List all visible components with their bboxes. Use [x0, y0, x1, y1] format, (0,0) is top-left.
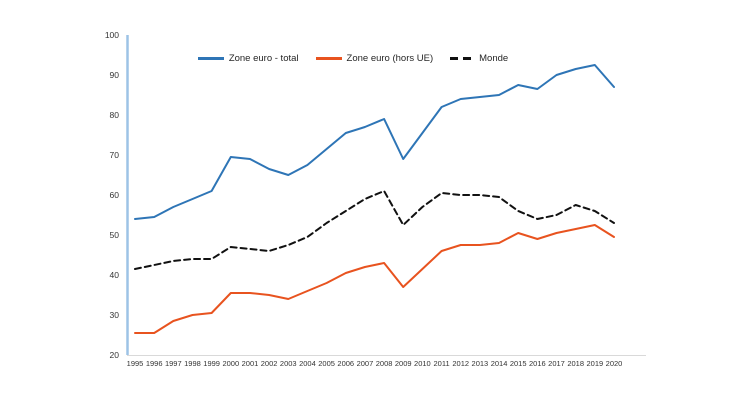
x-axis-tick-label: 2011 — [433, 359, 449, 368]
x-axis-tick-label: 1996 — [146, 359, 163, 368]
series-line-2 — [134, 190, 615, 270]
x-axis-tick-label: 2017 — [548, 359, 565, 368]
x-axis-tick-label: 1997 — [165, 359, 182, 368]
y-axis-tick-label: 20 — [110, 350, 120, 360]
legend-label: Zone euro (hors UE) — [346, 53, 434, 64]
y-axis-tick-label: 30 — [110, 310, 120, 320]
legend-line-swatch-orange — [315, 57, 342, 60]
x-axis-tick-label: 1998 — [184, 359, 201, 368]
y-axis-tick-label: 100 — [105, 30, 119, 40]
x-axis-tick-label: 2001 — [242, 359, 259, 368]
x-axis-tick-label: 2009 — [395, 359, 412, 368]
x-axis-tick-label: 2019 — [586, 359, 603, 368]
legend-label: Zone euro - total — [228, 53, 299, 64]
series-line-0 — [134, 64, 615, 220]
x-axis-tick-label: 2005 — [318, 359, 335, 368]
x-axis-tick-label: 2020 — [606, 359, 623, 368]
chart-legend: Zone euro - total Zone euro (hors UE) Mo… — [0, 53, 718, 64]
x-axis-tick-label: 2013 — [472, 359, 489, 368]
x-axis-tick-label: 2008 — [376, 359, 393, 368]
x-axis-tick-label: 2002 — [261, 359, 278, 368]
series-line-1 — [134, 224, 615, 334]
legend-item-zone-euro-hors-ue: Zone euro (hors UE) — [315, 53, 434, 64]
legend-item-monde: Monde — [450, 53, 508, 64]
y-axis-tick-label: 60 — [110, 190, 120, 200]
x-axis-tick-label: 1999 — [203, 359, 220, 368]
x-axis-tick-label: 2018 — [567, 359, 584, 368]
y-axis-tick-label: 50 — [110, 230, 120, 240]
legend-item-zone-euro-total: Zone euro - total — [197, 53, 299, 64]
x-axis-tick-label: 2003 — [280, 359, 297, 368]
x-axis-tick-label: 2000 — [222, 359, 239, 368]
x-axis-tick-label: 1995 — [127, 359, 144, 368]
x-axis-tick-label: 2014 — [491, 359, 508, 368]
x-axis-tick-label: 2016 — [529, 359, 546, 368]
y-axis-tick-label: 80 — [110, 110, 120, 120]
y-axis-tick-label: 90 — [110, 70, 120, 80]
x-axis-tick-label: 2004 — [299, 359, 316, 368]
legend-line-swatch-blue — [197, 57, 224, 60]
y-axis-tick-label: 40 — [110, 270, 120, 280]
legend-line-swatch-dashed — [450, 57, 475, 60]
x-axis-tick-label: 2010 — [414, 359, 431, 368]
x-axis-tick-label: 2007 — [357, 359, 374, 368]
x-axis-tick-label: 2015 — [510, 359, 527, 368]
x-axis-tick-label: 2006 — [337, 359, 354, 368]
x-axis-tick-label: 2012 — [452, 359, 469, 368]
legend-label: Monde — [479, 53, 509, 64]
y-axis-tick-label: 70 — [110, 150, 120, 160]
